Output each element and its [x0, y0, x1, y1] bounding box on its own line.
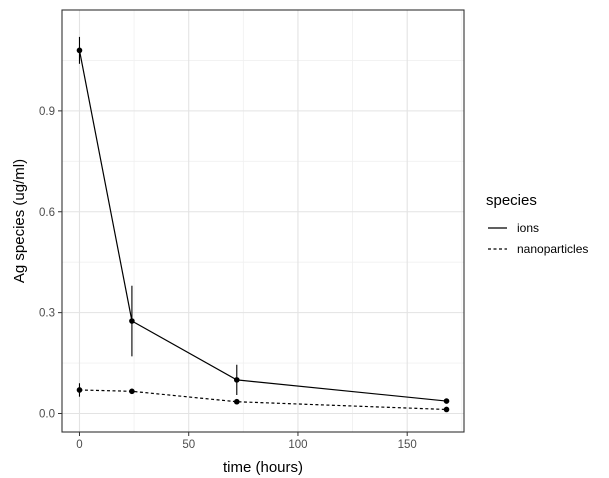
data-point-nanoparticles — [443, 406, 450, 413]
x-tick-label: 150 — [398, 439, 417, 451]
y-tick-label: 0.0 — [39, 409, 55, 421]
x-axis-title: time (hours) — [223, 459, 303, 476]
y-tick-label: 0.6 — [39, 207, 55, 219]
x-tick-label: 50 — [182, 439, 195, 451]
series-line-ions — [78, 50, 447, 402]
legend-label-ions: ions — [517, 221, 539, 235]
data-point-ions — [233, 377, 240, 383]
plot-border — [61, 9, 465, 433]
y-tick-label: 0.9 — [39, 106, 55, 118]
legend-item-ions: ions — [488, 221, 539, 235]
data-point-ions — [76, 47, 83, 54]
y-axis-title: Ag species (ug/ml) — [11, 159, 28, 283]
plot-panel — [62, 10, 464, 432]
data-point-ions — [443, 398, 450, 404]
legend-label-nanoparticles: nanoparticles — [517, 242, 588, 256]
y-tick-label: 0.3 — [39, 308, 55, 320]
data-point-nanoparticles — [233, 398, 240, 405]
legend-item-nanoparticles: nanoparticles — [488, 242, 588, 256]
x-tick-label: 100 — [288, 439, 307, 451]
legend: species ions nanoparticles — [486, 192, 588, 256]
data-point-ions — [129, 318, 135, 324]
legend-title: species — [486, 192, 537, 209]
x-tick-label: 0 — [76, 439, 82, 451]
data-point-nanoparticles — [129, 388, 135, 395]
data-point-nanoparticles — [76, 387, 83, 393]
series-line-nanoparticles — [79, 389, 447, 411]
